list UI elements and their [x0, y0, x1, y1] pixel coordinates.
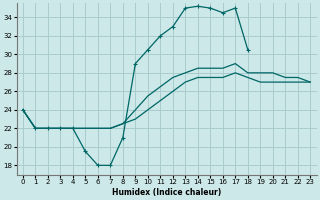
X-axis label: Humidex (Indice chaleur): Humidex (Indice chaleur)	[112, 188, 221, 197]
